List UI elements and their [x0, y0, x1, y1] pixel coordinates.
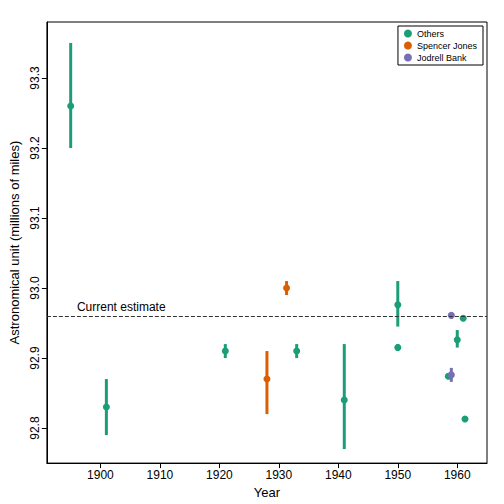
- svg-text:1960: 1960: [444, 468, 471, 482]
- svg-text:Jodrell Bank: Jodrell Bank: [417, 53, 467, 63]
- svg-text:Spencer Jones: Spencer Jones: [417, 41, 478, 51]
- svg-text:Current estimate: Current estimate: [77, 300, 166, 314]
- svg-text:1940: 1940: [325, 468, 352, 482]
- svg-text:1930: 1930: [265, 468, 292, 482]
- svg-text:93.0: 93.0: [28, 276, 42, 300]
- svg-text:Year: Year: [254, 485, 281, 500]
- svg-text:1950: 1950: [384, 468, 411, 482]
- svg-text:1920: 1920: [206, 468, 233, 482]
- svg-text:93.1: 93.1: [28, 206, 42, 230]
- svg-text:Others: Others: [417, 29, 445, 39]
- svg-text:93.2: 93.2: [28, 136, 42, 160]
- svg-text:92.9: 92.9: [28, 346, 42, 370]
- svg-text:92.8: 92.8: [28, 416, 42, 440]
- svg-text:1910: 1910: [147, 468, 174, 482]
- svg-text:1900: 1900: [87, 468, 114, 482]
- svg-text:Astronomical unit (millions of: Astronomical unit (millions of miles): [7, 141, 22, 345]
- svg-text:93.3: 93.3: [28, 66, 42, 90]
